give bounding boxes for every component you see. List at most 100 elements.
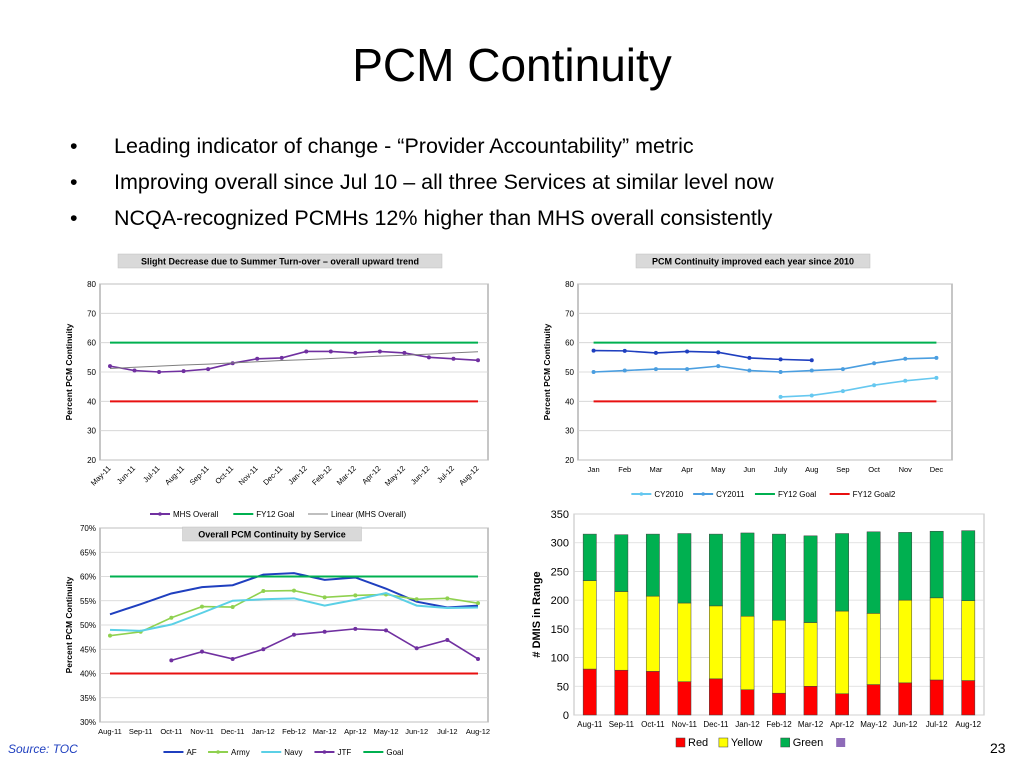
- chart-title-box: [117, 253, 443, 269]
- bar-yellow: [961, 600, 976, 681]
- legend-label: FY12 Goal: [256, 510, 294, 519]
- y-tick-label: 55%: [80, 597, 96, 606]
- series-line-army-point: [414, 597, 419, 602]
- series-line-mhs-overall-point: [304, 349, 309, 354]
- legend-label: CY2011: [716, 490, 745, 499]
- x-tick-label: Aug: [805, 465, 818, 474]
- series-line-army-point: [108, 633, 112, 638]
- y-tick-label: 0: [563, 710, 569, 722]
- bar-yellow: [645, 595, 660, 672]
- x-tick-label: Mar: [649, 465, 662, 474]
- series-line-cy2011-point: [653, 367, 658, 372]
- x-tick-label: Aug-12: [457, 464, 480, 487]
- reference-line: [593, 349, 812, 362]
- x-tick-label: Jun-12: [405, 727, 428, 736]
- bullet-item: Leading indicator of change - “Provider …: [70, 128, 1010, 164]
- reference-line-point: [809, 358, 814, 363]
- bar-yellow: [614, 591, 629, 671]
- x-tick-label: May-12: [383, 464, 407, 488]
- legend-label: Navy: [284, 748, 302, 757]
- x-tick-label: Nov-11: [672, 720, 698, 729]
- x-tick-label: Mar-12: [335, 464, 358, 487]
- y-tick-label: 70: [565, 309, 574, 318]
- bar-yellow: [898, 599, 913, 684]
- x-tick-label: Mar-12: [798, 720, 824, 729]
- y-tick-label: 30: [565, 427, 574, 436]
- y-tick-label: 30: [87, 427, 96, 436]
- x-tick-label: Apr-12: [360, 464, 382, 486]
- y-tick-label: 35%: [80, 694, 96, 703]
- x-tick-label: Nov-11: [190, 727, 214, 736]
- x-tick-label: Sep-11: [129, 727, 153, 736]
- series-line-navy: [109, 591, 479, 632]
- bar-red: [677, 681, 692, 716]
- y-tick-label: 20: [87, 456, 96, 465]
- bar-red: [866, 684, 881, 716]
- chart-summer-turnover: 20 30 40 50 60 70 80 May-11 Jun-11 Jul-11 Aug-11 Se…: [64, 253, 489, 519]
- bullet-list: Leading indicator of change - “Provider …: [70, 128, 1010, 236]
- series-line-cy2011: [593, 357, 937, 373]
- legend-marker: [158, 512, 162, 516]
- chart-title: Slight Decrease due to Summer Turn-over …: [141, 257, 419, 267]
- y-tick-label: 350: [551, 509, 569, 521]
- bar-red: [645, 671, 660, 716]
- bar-green: [961, 530, 976, 601]
- legend-label: Yellow: [731, 737, 762, 749]
- series-line-jtf-point: [322, 629, 327, 634]
- x-tick-label: Apr: [681, 465, 693, 474]
- series-line-cy2011-point: [872, 361, 877, 366]
- bar-yellow: [582, 580, 597, 670]
- legend-label: JTF: [337, 748, 351, 757]
- legend-label: Green: [793, 737, 824, 749]
- x-tick-label: Jan-12: [286, 464, 309, 487]
- legend-marker: [322, 750, 327, 754]
- bar-red: [582, 668, 597, 716]
- series-line-army-point: [261, 589, 266, 594]
- series-line-cy2010-point: [778, 394, 783, 399]
- series-line-jtf-point: [230, 656, 235, 661]
- x-tick-label: Aug-11: [98, 727, 122, 736]
- legend-label: Goal: [386, 748, 403, 757]
- series-line-army-point: [322, 595, 327, 600]
- x-tick-label: Dec-11: [703, 720, 729, 729]
- x-tick-label: Jun: [743, 465, 755, 474]
- y-tick-label: 60%: [80, 573, 96, 582]
- bullet-item: NCQA-recognized PCMHs 12% higher than MH…: [70, 200, 1010, 236]
- chart-title: PCM Continuity improved each year since …: [652, 257, 854, 267]
- bar-yellow: [709, 605, 723, 680]
- series-line-mhs-overall-point: [181, 369, 186, 374]
- series-line-mhs-overall-point: [402, 350, 407, 355]
- bar-green: [740, 532, 755, 617]
- series-line-mhs-overall-point: [451, 356, 456, 361]
- legend-label: AF: [186, 748, 196, 757]
- x-tick-label: Aug-11: [163, 464, 186, 487]
- series-line-mhs-overall-point: [377, 349, 382, 354]
- series-line-mhs-overall-point: [279, 355, 284, 360]
- series-line-army-point: [476, 601, 480, 606]
- bar-yellow: [866, 613, 881, 685]
- legend-label: FY12 Goal2: [853, 490, 896, 499]
- legend-swatch: [675, 737, 686, 748]
- series-line-cy2011-point: [934, 355, 939, 360]
- x-tick-label: Jan-12: [252, 727, 275, 736]
- x-tick-label: Apr-12: [344, 727, 367, 736]
- series-line-cy2010-point: [809, 393, 814, 398]
- x-tick-label: Aug-12: [955, 720, 981, 729]
- series-line-cy2010: [780, 377, 937, 398]
- x-tick-label: Jul-12: [437, 727, 457, 736]
- legend-label: Linear (MHS Overall): [331, 510, 406, 519]
- chart-yearly-improvement: 20 30 40 50 60 70 80 Jan Feb Mar Apr May Jun July Aug S…: [542, 253, 953, 499]
- bar-green: [803, 535, 818, 623]
- series-line-linear-mhs-overall-: [109, 351, 479, 369]
- bar-red: [740, 689, 755, 716]
- series-line-mhs-overall-point: [108, 364, 112, 369]
- bar-red: [835, 693, 849, 716]
- y-axis-label: Percent PCM Continuity: [64, 323, 74, 420]
- series-line-jtf-point: [261, 647, 266, 652]
- x-tick-label: Dec-11: [221, 727, 245, 736]
- legend-label: Army: [231, 748, 250, 757]
- series-line-army-point: [169, 615, 174, 620]
- y-tick-label: 50: [565, 368, 574, 377]
- x-tick-label: Dec: [930, 465, 944, 474]
- bar-red: [898, 682, 913, 716]
